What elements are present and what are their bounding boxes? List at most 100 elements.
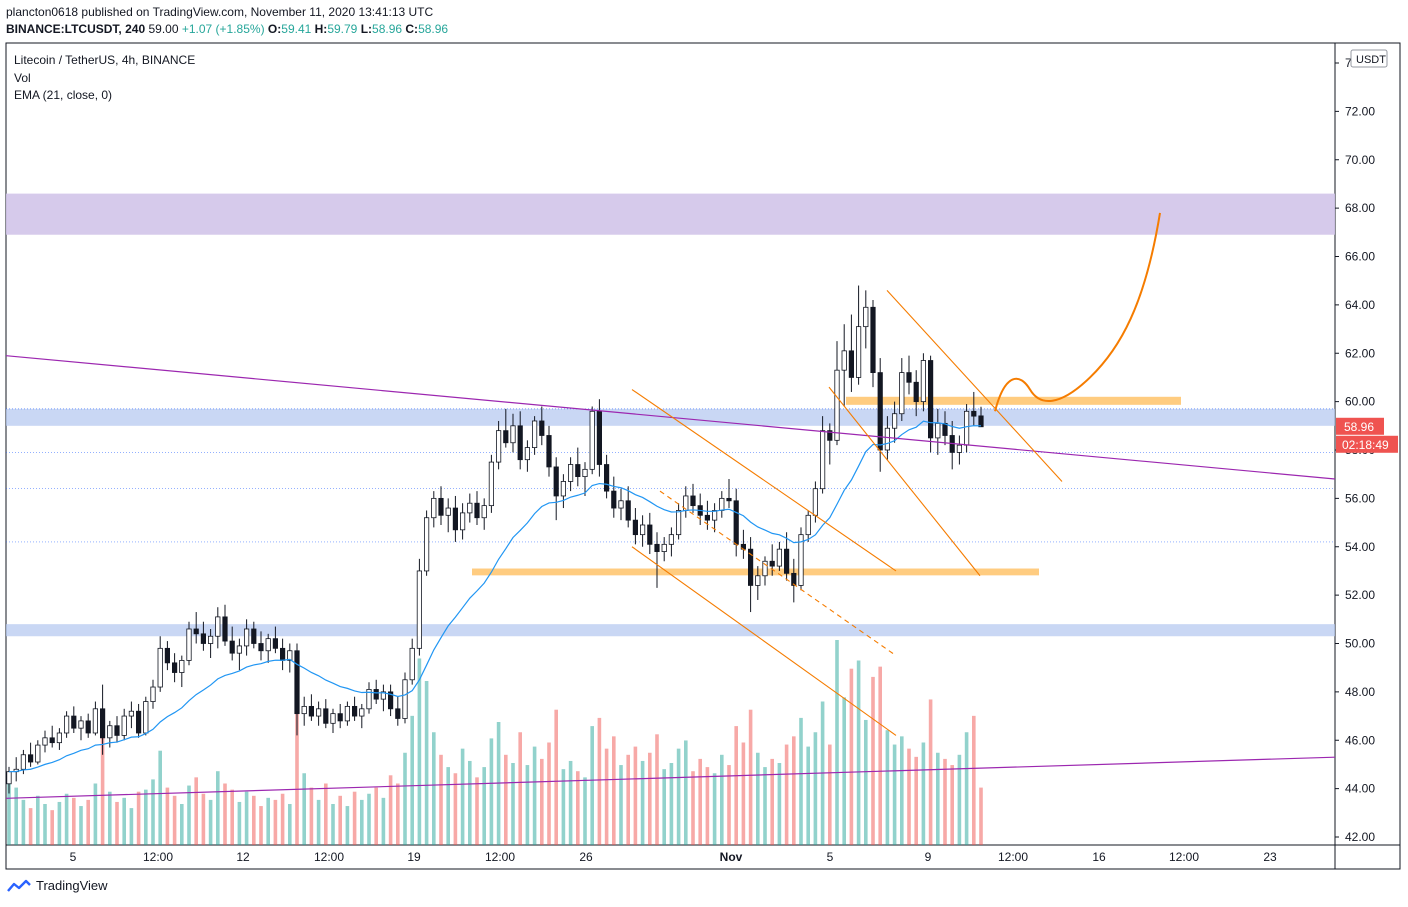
support-zone-blue <box>6 624 1335 637</box>
volume-bar <box>64 793 69 845</box>
volume-bar <box>914 756 918 845</box>
volume-bar <box>943 758 947 845</box>
ascending-trendline <box>5 756 1336 799</box>
candle-body <box>315 708 322 717</box>
volume-bar <box>964 732 969 845</box>
volume-bar <box>770 758 774 845</box>
candle <box>27 742 34 767</box>
candle <box>697 493 703 525</box>
candle-body <box>330 713 336 724</box>
candle-body <box>647 524 653 545</box>
candle-body <box>884 427 891 451</box>
candle-body <box>906 372 912 383</box>
volume-bar <box>655 734 659 845</box>
candle-body <box>258 643 264 652</box>
volume-bar <box>115 801 119 845</box>
candle <box>193 612 199 644</box>
volume-bar <box>856 660 861 845</box>
x-tick-label: 12 <box>236 850 250 864</box>
candle-body <box>553 466 559 497</box>
volume-bar <box>576 771 580 845</box>
falling-channel-upper <box>631 389 897 572</box>
candle-body <box>121 715 127 736</box>
candle <box>848 314 855 392</box>
candle <box>315 701 322 726</box>
candle-body <box>668 534 675 545</box>
candle <box>870 300 876 388</box>
candle-body <box>791 572 797 586</box>
candle <box>143 696 149 736</box>
volume-bar <box>165 787 170 845</box>
candle <box>64 711 70 738</box>
volume-bar <box>684 740 688 845</box>
volume-bar <box>583 777 587 845</box>
candle-body <box>193 628 199 635</box>
candle-body <box>35 744 41 763</box>
volume-bar <box>331 804 335 845</box>
candle-body <box>755 575 761 586</box>
y-tick-label: 62.00 <box>1345 346 1375 360</box>
candle-body <box>200 633 206 644</box>
candle-body <box>344 705 351 722</box>
last-price-tag: 58.96 <box>1336 417 1384 435</box>
candle <box>640 515 646 547</box>
candle-body <box>611 490 617 509</box>
candle-body <box>207 635 214 644</box>
volume-bar <box>734 726 738 845</box>
currency-badge: USDT <box>1350 49 1388 68</box>
volume-bar <box>460 748 465 845</box>
candle <box>798 527 804 591</box>
currency-badge-box <box>1350 49 1388 68</box>
candle <box>186 621 192 666</box>
x-tick-label: 12:00 <box>485 850 515 864</box>
volume-bar <box>187 785 191 845</box>
volume-bar <box>784 744 789 845</box>
candle <box>920 353 927 412</box>
chart-frame <box>5 42 1401 870</box>
ema-21-line <box>8 420 982 773</box>
candle <box>215 607 221 649</box>
volume-bar <box>748 709 753 845</box>
candle-body <box>64 715 70 734</box>
candle-body <box>265 638 271 652</box>
tradingview-brand[interactable]: TradingView <box>6 878 108 893</box>
volume-bar <box>57 801 62 845</box>
candle-body <box>71 715 77 729</box>
candle-body <box>337 713 343 722</box>
candle-body <box>366 689 372 710</box>
volume-bar <box>259 806 263 845</box>
volume-bar <box>129 808 134 845</box>
volume-bar <box>266 797 270 845</box>
volume-bar <box>936 752 940 845</box>
volume-bar <box>230 789 234 845</box>
candle <box>128 701 134 729</box>
volume-bar <box>14 787 18 845</box>
candle-body <box>661 543 667 552</box>
candle <box>776 541 783 571</box>
candle-body <box>431 497 437 519</box>
flag-upper-line <box>886 289 1063 482</box>
candle-body <box>495 430 502 463</box>
candle <box>344 701 351 726</box>
candle-body <box>488 461 495 507</box>
candle-body <box>323 708 329 724</box>
candle <box>71 706 77 733</box>
volume-bar <box>669 763 674 845</box>
candle-body <box>92 708 98 734</box>
candle <box>589 406 595 475</box>
falling-channel-lower <box>631 546 897 736</box>
volume-bar <box>741 742 746 845</box>
candle <box>330 708 336 733</box>
candle-body <box>971 410 977 417</box>
candle-body <box>251 628 257 644</box>
high-value: 59.79 <box>327 22 358 36</box>
candle <box>899 358 905 421</box>
candle <box>258 631 264 661</box>
y-tick-label: 60.00 <box>1345 395 1375 409</box>
candle-body <box>301 705 307 715</box>
volume-bar <box>432 732 436 845</box>
candle-body <box>100 708 106 739</box>
candle <box>978 406 984 428</box>
candle <box>971 391 977 426</box>
